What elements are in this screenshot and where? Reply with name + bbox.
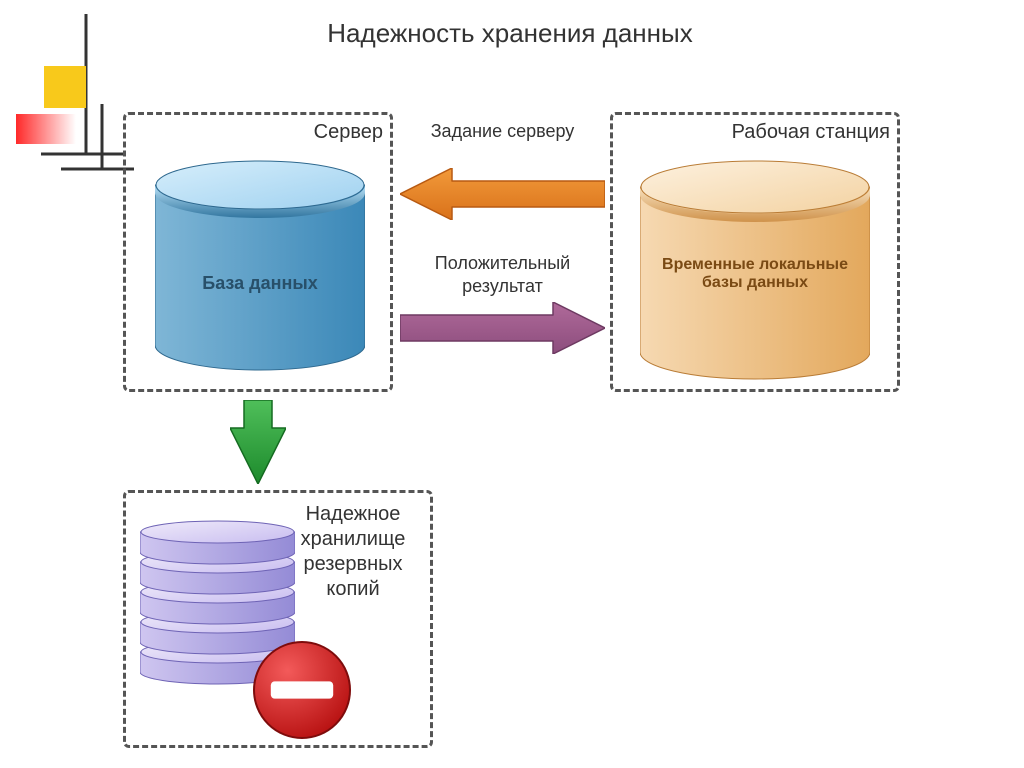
server-box-title: Сервер [133,120,383,145]
no-entry-icon [252,640,352,745]
backup-box-title: Надежное хранилище резервных копий [283,502,423,602]
arrow-result-label: Положительный результат [400,252,605,297]
workstation-box-title: Рабочая станция [620,120,890,145]
arrow-task-label: Задание серверу [400,120,605,143]
database-cylinder-icon [155,160,365,379]
database-cylinder-label: База данных [155,273,365,294]
arrow-left-icon [400,168,605,225]
diagram-canvas: Надежность хранения данных Сервер Рабоча… [0,0,1024,768]
localdb-cylinder-label: Временные локальные базы данных [650,256,860,292]
corner-decor [6,14,136,174]
arrow-right-icon [400,302,605,359]
page-title: Надежность хранения данных [230,18,790,49]
arrow-down-icon [230,400,286,489]
